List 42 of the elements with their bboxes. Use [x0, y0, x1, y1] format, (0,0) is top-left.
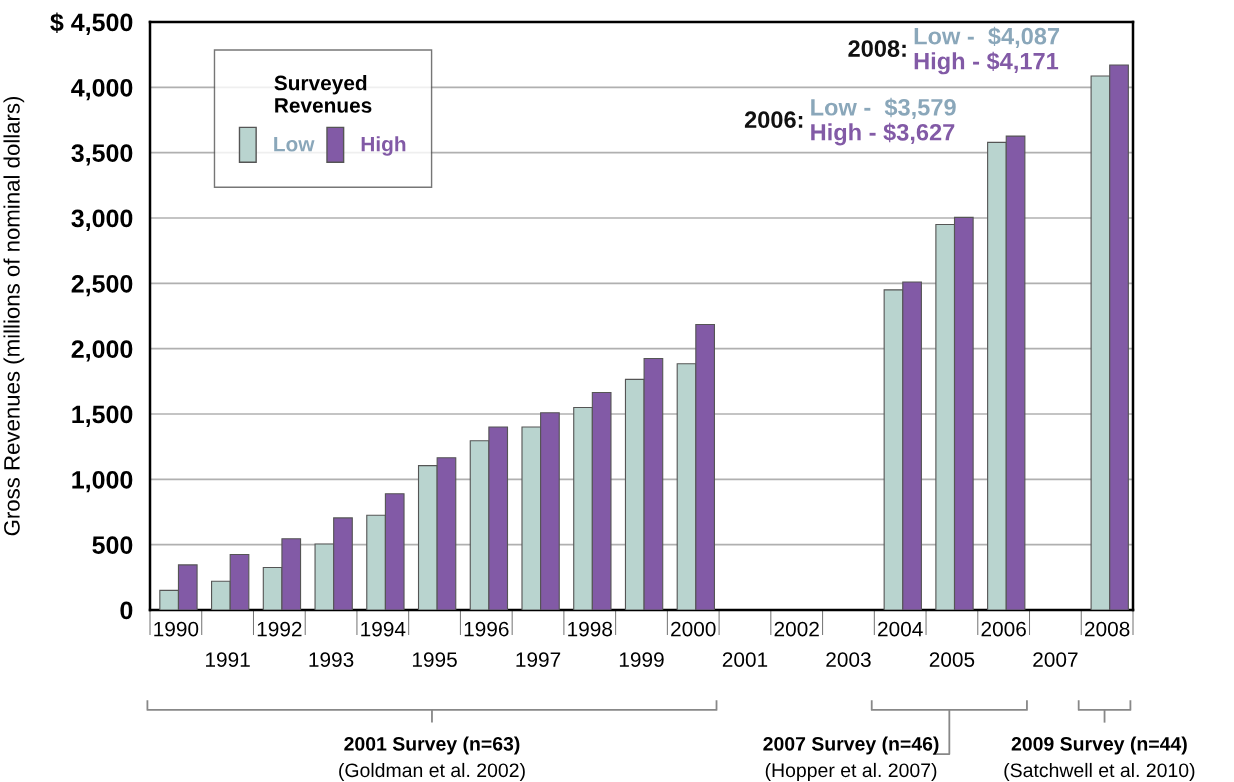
y-tick-label: 1,000 — [72, 470, 133, 493]
y-tick-label: 3,000 — [71, 209, 133, 231]
annotation: 2006: — [744, 111, 803, 129]
x-tick-label: 2000 — [671, 621, 716, 637]
x-tick-label: 2003 — [826, 652, 871, 667]
y-tick-label: 1,500 — [72, 405, 133, 427]
y-tick-label: 3,500 — [71, 144, 133, 166]
legend-label: High — [361, 136, 406, 156]
y-tick-label: 0 — [120, 601, 133, 620]
x-tick-label: 2005 — [929, 652, 975, 667]
x-tick-label: 1990 — [154, 621, 199, 637]
y-tick-label: 2,500 — [71, 274, 133, 297]
annotation: High - $3,627 — [811, 122, 955, 146]
x-tick-label: 1992 — [257, 621, 302, 637]
x-tick-label: 1998 — [568, 621, 613, 637]
y-axis-title: Gross Revenues (millions of nominal dollars) — [3, 96, 25, 536]
y-tick-label: 500 — [92, 536, 133, 554]
legend-label: Low — [274, 136, 315, 152]
annotation: Low - $3,579 — [811, 97, 956, 120]
x-tick-label: 1991 — [206, 652, 250, 667]
x-tick-label: 1999 — [619, 652, 664, 667]
x-tick-label: 1996 — [464, 621, 509, 637]
annotation: High - $4,171 — [914, 51, 1059, 75]
x-tick-label: 1995 — [412, 652, 457, 667]
annotation: Low - $4,087 — [914, 26, 1060, 48]
y-tick-label: 2,000 — [71, 340, 133, 362]
x-tick-label: 2004 — [878, 621, 923, 637]
text: 2009 Survey (n=44) (Satchwell et al. 2010) — [1004, 736, 1195, 781]
x-tick-label: 1993 — [309, 652, 354, 667]
x-tick-label: 1997 — [516, 652, 561, 667]
legend-title: Surveyed Revenues — [274, 75, 372, 113]
x-tick-label: 2008 — [1085, 621, 1130, 637]
x-tick-label: 1994 — [361, 621, 406, 637]
text: 2007 Survey (n=46) (Hopper et al. 2007) — [763, 736, 939, 782]
x-tick-label: 2001 — [722, 652, 768, 667]
x-tick-label: 2006 — [981, 621, 1026, 637]
x-tick-label: 2007 — [1033, 652, 1078, 667]
y-tick-label: 4,000 — [71, 78, 133, 101]
text: 2001 Survey (n=63) (Goldman et al. 2002) — [339, 736, 525, 781]
y-tick-label: $ 4,500 — [50, 12, 133, 35]
x-tick-label: 2002 — [774, 621, 819, 637]
annotation: 2008: — [848, 40, 906, 57]
